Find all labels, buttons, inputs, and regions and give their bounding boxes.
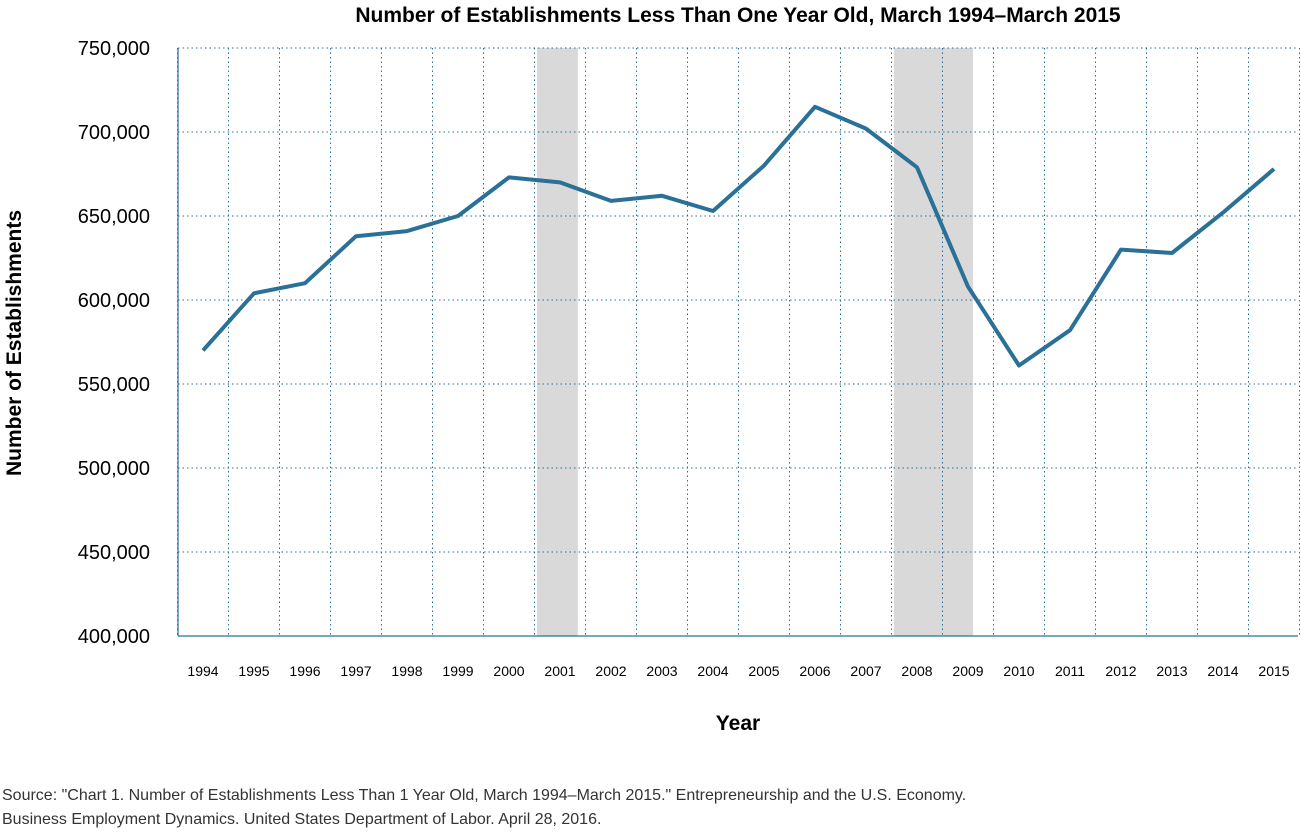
x-tick-label: 2007 bbox=[850, 663, 881, 679]
source-line-2: Business Employment Dynamics. United Sta… bbox=[2, 811, 602, 828]
x-tick-label: 1994 bbox=[187, 663, 218, 679]
y-tick-labels: 400,000 450,000 500,000 550,000 600,000 650,0… bbox=[78, 38, 150, 648]
recession-shading-group bbox=[537, 48, 974, 636]
x-tick-label: 2005 bbox=[748, 663, 779, 679]
y-tick-label: 600,000 bbox=[78, 290, 150, 312]
y-tick-label: 450,000 bbox=[78, 542, 150, 564]
line-chart: Number of Establishments Less Than One Y… bbox=[3, 4, 1300, 735]
recession-shade-1 bbox=[537, 48, 578, 636]
source-line-1: Source: "Chart 1. Number of Establishmen… bbox=[2, 787, 967, 804]
x-tick-label: 2012 bbox=[1105, 663, 1136, 679]
y-tick-label: 750,000 bbox=[78, 38, 150, 60]
x-tick-label: 2006 bbox=[799, 663, 830, 679]
x-tick-label: 2008 bbox=[901, 663, 932, 679]
axes-group bbox=[177, 48, 1298, 637]
x-tick-label: 2011 bbox=[1055, 663, 1085, 679]
x-tick-label: 2010 bbox=[1003, 663, 1034, 679]
series-line-1 bbox=[201, 104, 1276, 368]
x-tick-label: 2003 bbox=[646, 663, 677, 679]
y-tick-label: 550,000 bbox=[78, 374, 150, 396]
y-tick-label: 650,000 bbox=[78, 206, 150, 228]
x-tick-label: 2014 bbox=[1207, 663, 1238, 679]
x-tick-label: 1997 bbox=[340, 663, 371, 679]
y-tick-label: 500,000 bbox=[78, 458, 150, 480]
y-axis-title: Number of Establishments bbox=[3, 210, 26, 476]
x-tick-label: 2001 bbox=[544, 663, 575, 679]
grid-group bbox=[177, 47, 1300, 636]
x-tick-label: 1995 bbox=[238, 663, 269, 679]
x-tick-label: 1996 bbox=[289, 663, 320, 679]
x-axis-title: Year bbox=[716, 712, 760, 735]
x-tick-label: 2009 bbox=[952, 663, 983, 679]
x-tick-label: 2013 bbox=[1156, 663, 1187, 679]
x-tick-label: 1998 bbox=[391, 663, 422, 679]
chart-title: Number of Establishments Less Than One Y… bbox=[355, 4, 1121, 27]
x-tick-label: 1999 bbox=[442, 663, 473, 679]
y-tick-label: 400,000 bbox=[78, 626, 150, 648]
x-tick-label: 2015 bbox=[1258, 663, 1289, 679]
x-tick-label: 2004 bbox=[697, 663, 728, 679]
recession-shade-2 bbox=[894, 48, 974, 636]
source-note: Source: "Chart 1. Number of Establishmen… bbox=[2, 784, 1292, 832]
x-tick-label: 2002 bbox=[595, 663, 626, 679]
x-tick-labels: 1994 1995 1996 1997 1998 1999 2000 2001 2002 2003… bbox=[187, 663, 1289, 679]
series-group bbox=[201, 104, 1276, 368]
x-tick-label: 2000 bbox=[493, 663, 524, 679]
y-tick-label: 700,000 bbox=[78, 122, 150, 144]
